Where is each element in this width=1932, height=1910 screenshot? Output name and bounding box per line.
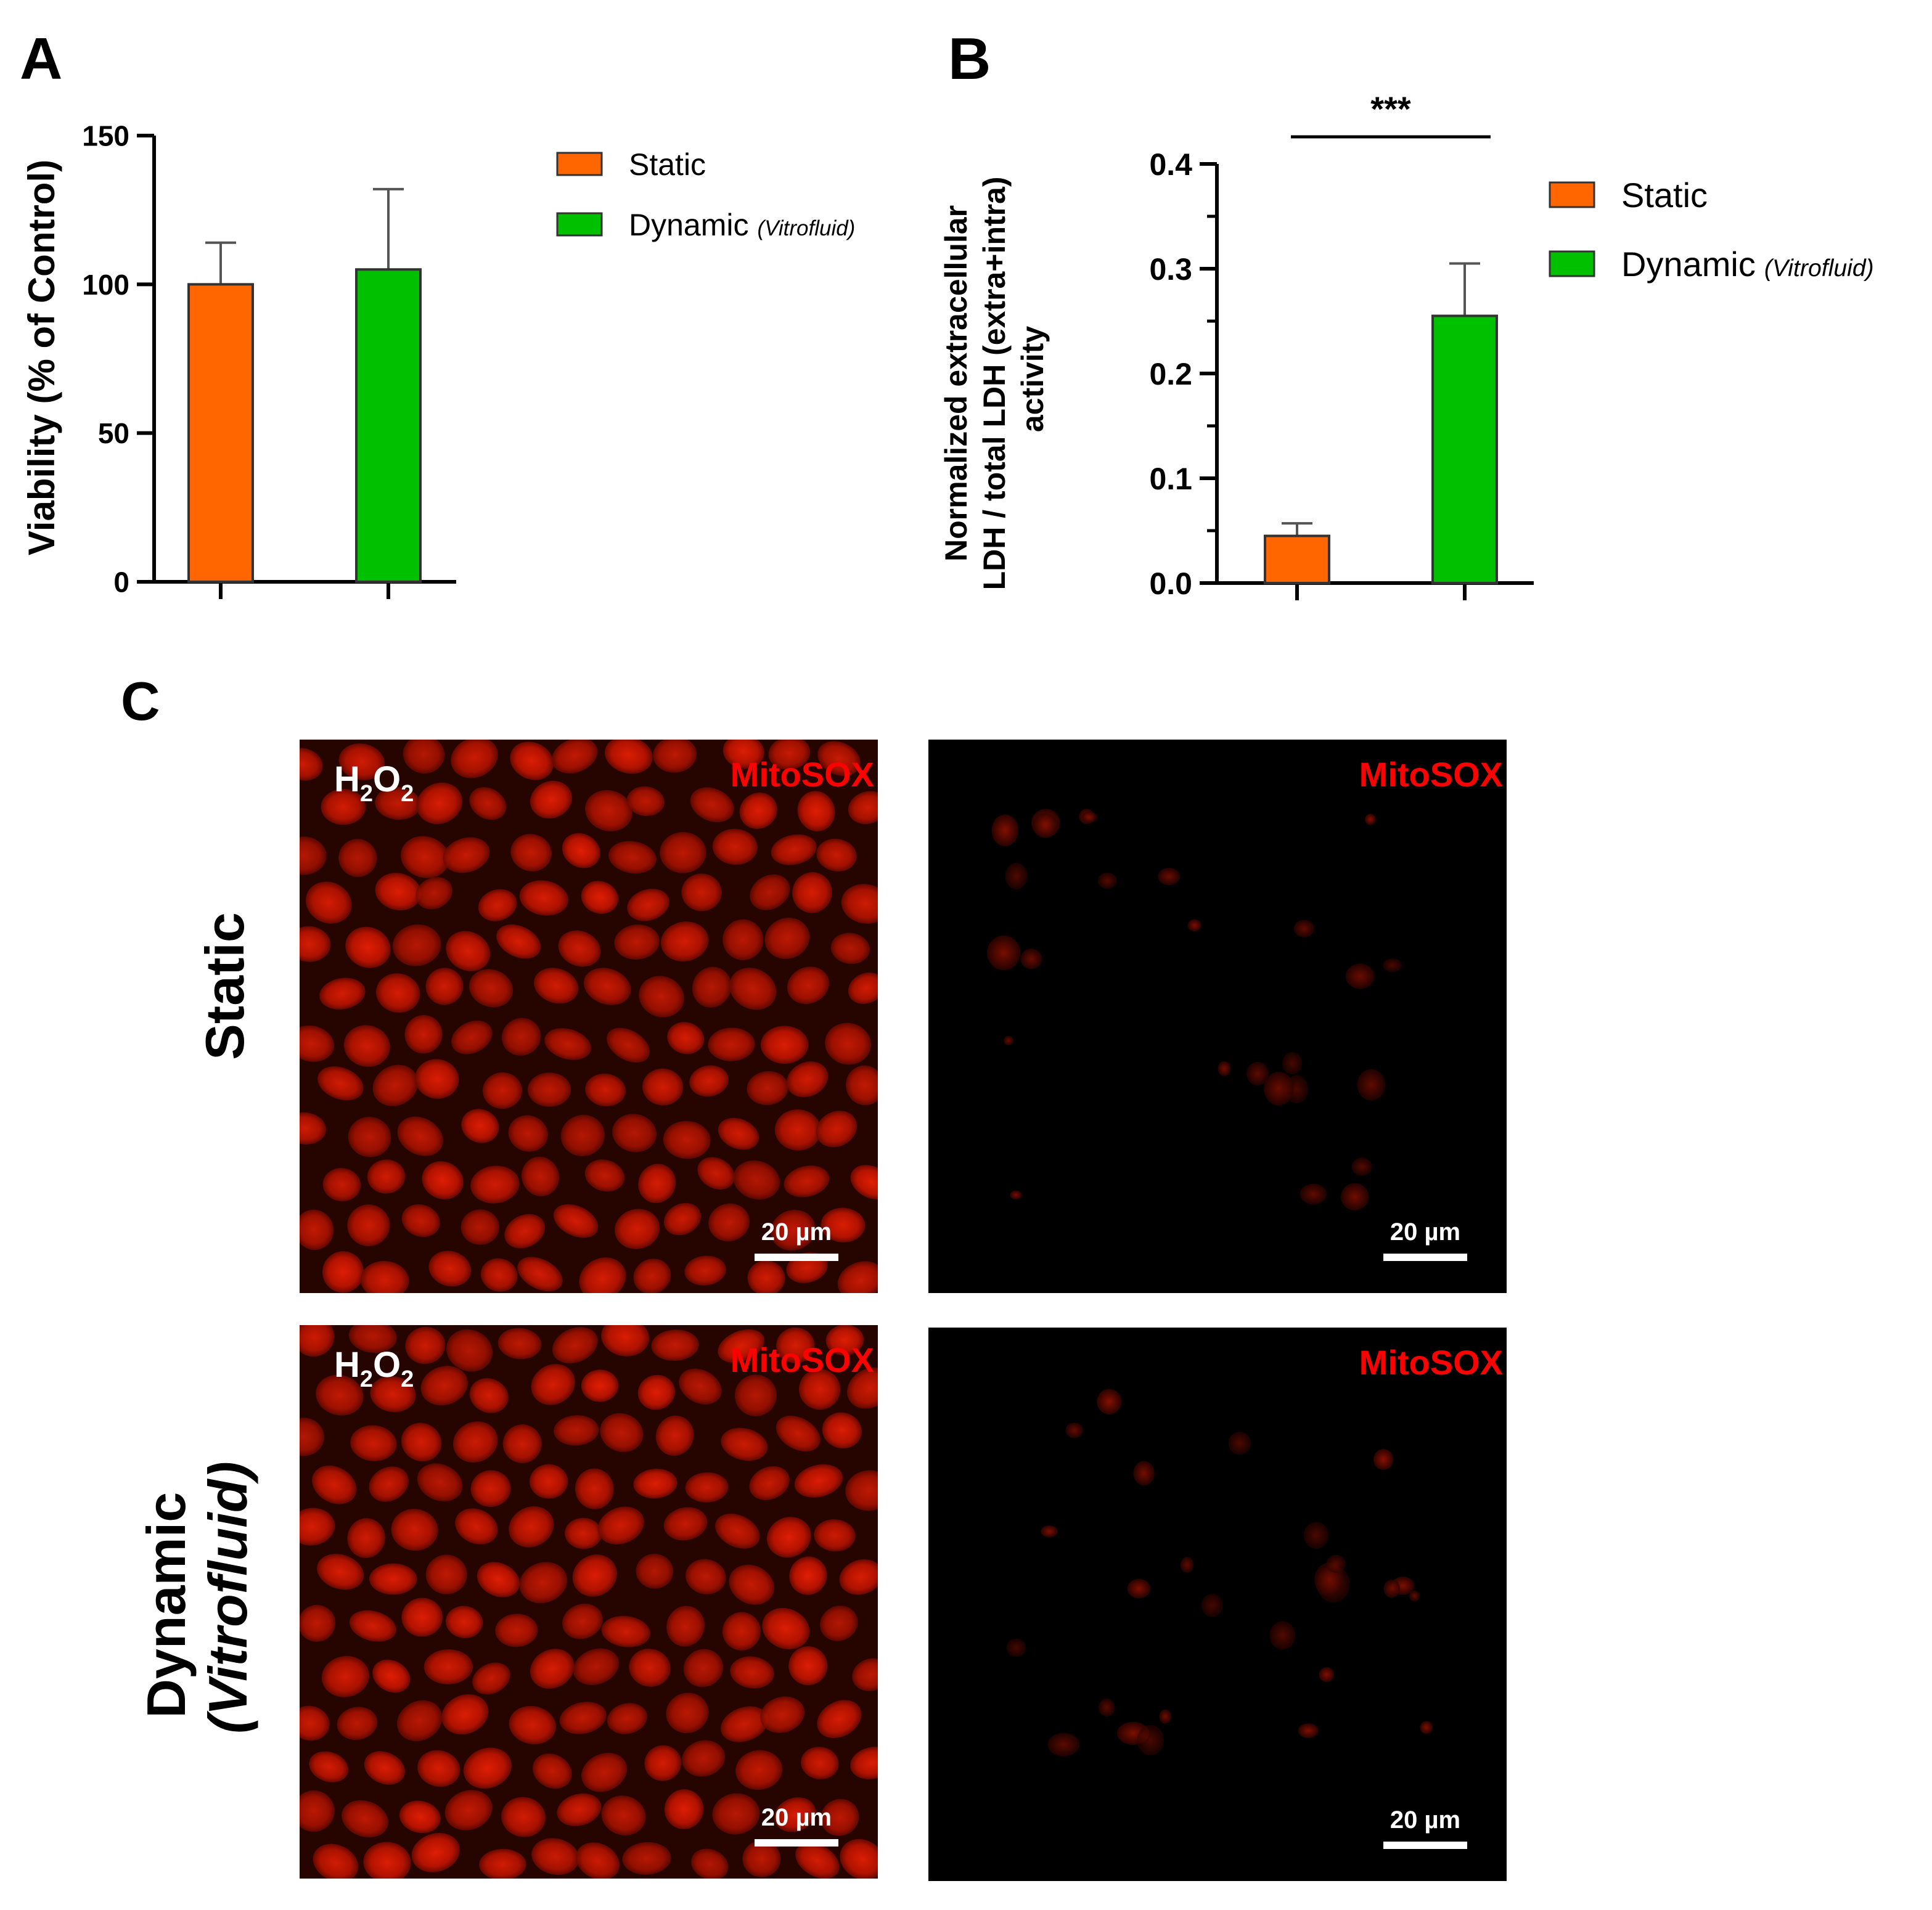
row-label-dynamic: Dynamic (Vitrofluid)	[136, 1461, 258, 1734]
cells	[300, 740, 878, 1293]
panel-letter-b: B	[948, 26, 991, 92]
row-label-static: Static	[194, 912, 255, 1060]
legend-label-dynamic: Dynamic (Vitrofluid)	[629, 208, 855, 242]
chart-b-y-axis-label-line-2: LDH / total LDH (extra+intra)	[977, 177, 1012, 590]
significance-label: ***	[1370, 89, 1411, 128]
scale-bar	[755, 1839, 838, 1847]
cells	[986, 809, 1402, 1210]
chart-b-axes: 0.0 0.1 0.2 0.3 0.4	[1149, 147, 1534, 601]
y-tick-label: 50	[98, 417, 129, 449]
chart-a: Viability (% of Control) 0 50 100 150 Stati…	[21, 120, 855, 599]
micrograph-panel: Static Dynamic (Vitrofluid) MitoSOX H2O2 2…	[136, 740, 1507, 1881]
chart-b: Normalized extracellular LDH / total LDH…	[939, 89, 1874, 601]
chart-a-bars	[187, 187, 422, 583]
bar-dynamic	[1431, 314, 1498, 584]
micrograph-tile-2: MitoSOX 20 µm	[928, 740, 1507, 1293]
stain-label: MitoSOX	[1359, 1343, 1503, 1382]
scale-bar	[755, 1254, 838, 1261]
y-tick-label: 0.4	[1149, 147, 1192, 182]
chart-b-legend: Static Dynamic (Vitrofluid)	[1549, 176, 1874, 284]
stain-label: MitoSOX	[731, 755, 874, 794]
scale-bar-label: 20 µm	[761, 1804, 832, 1831]
treatment-label: H2O2	[334, 759, 414, 807]
legend-swatch-static	[1549, 181, 1595, 208]
legend-swatch-dynamic	[556, 212, 603, 237]
cells	[300, 1325, 878, 1879]
micrograph-background	[928, 740, 1507, 1293]
y-tick-label: 0.3	[1149, 252, 1192, 287]
chart-b-y-axis-label-line-1: Normalized extracellular	[939, 205, 973, 561]
legend-swatch-dynamic	[1549, 250, 1595, 277]
chart-a-y-axis-label: Viability (% of Control)	[21, 160, 62, 555]
scale-bar-label: 20 µm	[761, 1218, 832, 1246]
legend-label-static: Static	[1621, 176, 1708, 214]
y-tick-label: 0.0	[1149, 566, 1192, 601]
panel-letter-c: C	[121, 671, 160, 732]
y-tick-label: 150	[82, 120, 129, 152]
bar-dynamic	[355, 268, 422, 583]
chart-b-significance: ***	[1291, 89, 1491, 139]
legend-label-static: Static	[629, 147, 706, 182]
panel-letter-a: A	[20, 26, 62, 92]
micrograph-tile-4: MitoSOX 20 µm	[928, 1328, 1507, 1881]
chart-b-y-axis-label-line-3: activity	[1015, 326, 1050, 433]
micrograph-tile-3: MitoSOX H2O2 20 µm	[300, 1325, 878, 1879]
micrograph-tiles: MitoSOX H2O2 20 µm MitoSOX 20 µm MitoSOX H2O2 2…	[300, 740, 1507, 1881]
row-label-dynamic-line-2: (Vitrofluid)	[197, 1461, 258, 1734]
scale-bar-label: 20 µm	[1390, 1218, 1460, 1246]
scale-bar	[1383, 1254, 1467, 1261]
bar-static	[1264, 534, 1330, 584]
y-tick-label: 0.1	[1149, 462, 1192, 496]
y-tick-label: 100	[82, 269, 129, 301]
y-tick-label: 0.2	[1149, 357, 1192, 391]
stain-label: MitoSOX	[731, 1341, 874, 1379]
scale-bar-label: 20 µm	[1390, 1806, 1460, 1834]
chart-b-bars	[1264, 262, 1498, 584]
legend-swatch-static	[556, 152, 603, 176]
micrograph-tile-1: MitoSOX H2O2 20 µm	[300, 740, 878, 1293]
treatment-label: H2O2	[334, 1345, 414, 1392]
stain-label: MitoSOX	[1359, 755, 1503, 794]
y-tick-label: 0	[113, 566, 129, 598]
legend-label-dynamic: Dynamic (Vitrofluid)	[1621, 245, 1874, 284]
chart-a-legend: Static Dynamic (Vitrofluid)	[556, 147, 855, 242]
cells	[1006, 1389, 1433, 1757]
chart-b-y-axis-label: Normalized extracellular LDH / total LDH…	[939, 168, 1050, 590]
bar-static	[187, 283, 254, 583]
scale-bar	[1383, 1842, 1467, 1849]
row-label-dynamic-line-1: Dynamic	[136, 1492, 197, 1718]
